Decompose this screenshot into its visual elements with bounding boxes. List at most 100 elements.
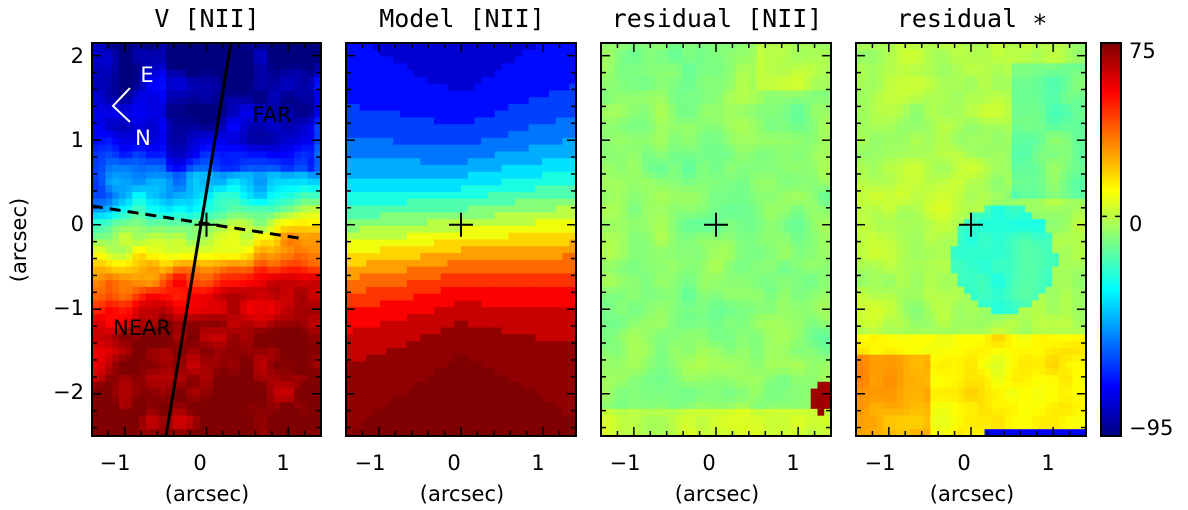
heatmap-cell bbox=[118, 225, 127, 234]
heatmap-cell bbox=[125, 212, 134, 220]
heatmap-cell bbox=[406, 239, 415, 247]
heatmap-cell bbox=[125, 347, 134, 356]
heatmap-cell bbox=[179, 273, 187, 281]
heatmap-cell bbox=[682, 43, 690, 51]
heatmap-cell bbox=[528, 164, 537, 173]
heatmap-cell bbox=[447, 375, 455, 383]
heatmap-cell bbox=[98, 151, 107, 159]
heatmap-cell bbox=[260, 280, 268, 288]
heatmap-cell bbox=[668, 110, 677, 119]
heatmap-cell bbox=[226, 347, 235, 356]
heatmap-cell bbox=[614, 178, 622, 186]
heatmap-cell bbox=[542, 341, 550, 349]
heatmap-cell bbox=[515, 205, 523, 213]
heatmap-cell bbox=[346, 388, 354, 396]
heatmap-cell bbox=[199, 239, 208, 247]
heatmap-cell bbox=[614, 192, 622, 200]
heatmap-cell bbox=[98, 124, 107, 132]
heatmap-cell bbox=[607, 63, 616, 71]
heatmap-cell bbox=[152, 347, 160, 356]
heatmap-cell bbox=[118, 178, 127, 186]
heatmap-cell bbox=[280, 110, 288, 119]
heatmap-cell bbox=[461, 117, 469, 125]
heatmap-cell bbox=[145, 334, 154, 342]
heatmap-cell bbox=[393, 314, 401, 322]
heatmap-cell bbox=[219, 164, 228, 173]
heatmap-cell bbox=[366, 388, 374, 396]
heatmap-cell bbox=[366, 219, 374, 227]
heatmap-cell bbox=[379, 225, 388, 234]
heatmap-cell bbox=[105, 246, 113, 254]
heatmap-cell bbox=[508, 293, 516, 302]
heatmap-cell bbox=[555, 205, 564, 213]
heatmap-cell bbox=[736, 43, 744, 51]
heatmap-cell bbox=[393, 232, 401, 241]
heatmap-cell bbox=[729, 97, 737, 105]
heatmap-cell bbox=[501, 185, 509, 193]
heatmap-cell bbox=[219, 137, 228, 146]
heatmap-cell bbox=[413, 56, 422, 64]
heatmap-cell bbox=[763, 83, 771, 92]
heatmap-cell bbox=[420, 49, 428, 58]
heatmap-cell bbox=[548, 327, 557, 335]
heatmap-cell bbox=[287, 341, 295, 349]
heatmap-cell bbox=[461, 293, 469, 302]
heatmap-cell bbox=[145, 97, 154, 105]
heatmap-cell bbox=[92, 327, 100, 335]
heatmap-cell bbox=[447, 280, 455, 288]
heatmap-cell bbox=[494, 273, 503, 281]
heatmap-cell bbox=[379, 408, 388, 417]
heatmap-cell bbox=[810, 103, 819, 112]
heatmap-cell bbox=[433, 347, 442, 356]
heatmap-cell bbox=[219, 131, 228, 139]
heatmap-cell bbox=[359, 341, 367, 349]
heatmap-cell bbox=[542, 286, 550, 295]
heatmap-cell bbox=[569, 334, 577, 342]
heatmap-cell bbox=[569, 192, 577, 200]
heatmap-cell bbox=[139, 395, 147, 403]
heatmap-cell bbox=[226, 56, 235, 64]
heatmap-cell bbox=[118, 171, 127, 180]
heatmap-cell bbox=[406, 137, 415, 146]
heatmap-cell bbox=[648, 103, 656, 112]
heatmap-cell bbox=[648, 151, 656, 159]
heatmap-cell bbox=[548, 273, 557, 281]
heatmap-cell bbox=[817, 137, 825, 146]
heatmap-cell bbox=[199, 347, 208, 356]
heatmap-cell bbox=[521, 320, 530, 329]
heatmap-cell bbox=[145, 131, 154, 139]
heatmap-cell bbox=[112, 341, 120, 349]
heatmap-cell bbox=[379, 97, 388, 105]
heatmap-cell bbox=[233, 137, 241, 146]
heatmap-cell bbox=[280, 375, 288, 383]
heatmap-cell bbox=[152, 246, 160, 254]
heatmap-cell bbox=[542, 76, 550, 85]
heatmap-cell bbox=[406, 300, 415, 308]
heatmap-cell bbox=[280, 395, 288, 403]
heatmap-cell bbox=[132, 232, 140, 241]
heatmap-cell bbox=[166, 381, 174, 390]
heatmap-cell bbox=[569, 375, 577, 383]
heatmap-cell bbox=[199, 253, 208, 261]
heatmap-cell bbox=[542, 280, 550, 288]
heatmap-cell bbox=[92, 124, 100, 132]
heatmap-cell bbox=[481, 388, 489, 396]
heatmap-cell bbox=[515, 63, 523, 71]
heatmap-cell bbox=[267, 76, 275, 85]
heatmap-cell bbox=[206, 198, 214, 207]
heatmap-cell bbox=[386, 293, 394, 302]
heatmap-cell bbox=[366, 117, 374, 125]
heatmap-cell bbox=[105, 103, 113, 112]
heatmap-cell bbox=[193, 280, 201, 288]
heatmap-cell bbox=[508, 381, 516, 390]
heatmap-cell bbox=[98, 239, 107, 247]
heatmap-cell bbox=[722, 131, 731, 139]
heatmap-cell bbox=[743, 137, 751, 146]
heatmap-cell bbox=[763, 117, 771, 125]
heatmap-cell bbox=[601, 164, 609, 173]
heatmap-cell bbox=[105, 63, 113, 71]
heatmap-cell bbox=[166, 375, 174, 383]
heatmap-cell bbox=[273, 90, 282, 98]
heatmap-cell bbox=[474, 422, 482, 430]
heatmap-cell bbox=[400, 212, 408, 220]
